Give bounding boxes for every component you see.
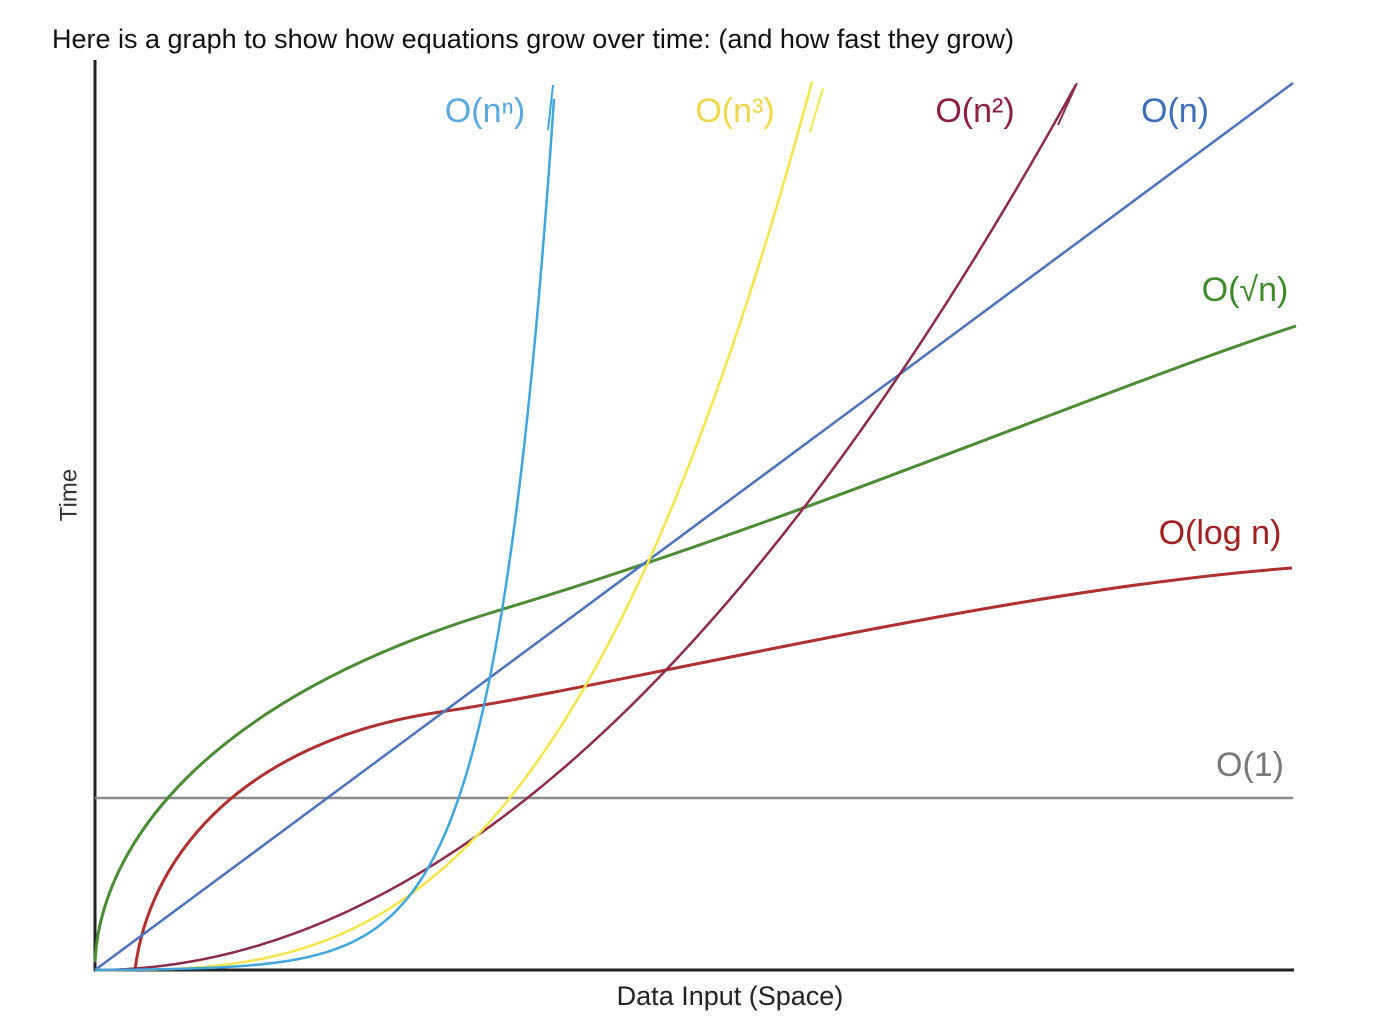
title: Here is a graph to show how equations gr…: [52, 24, 1014, 54]
curve-label: O(n²): [935, 92, 1014, 130]
curve-linear: [94, 81, 1294, 972]
curve-cubic: [95, 81, 814, 972]
curve-log: [133, 566, 1293, 971]
y-axis-label: Time: [55, 469, 82, 521]
curve-quadratic: [95, 83, 1078, 972]
curve-sqrt: [93, 324, 1297, 963]
curve-label: O(n³): [695, 92, 774, 130]
label-tick: [547, 84, 554, 131]
x-axis-label: Data Input (Space): [617, 981, 844, 1011]
label-tick: [809, 87, 824, 133]
curve-label: O(n): [1141, 92, 1209, 130]
label-tick: [1057, 82, 1078, 126]
curve-label: O(nⁿ): [445, 92, 525, 130]
curve-label: O(1): [1216, 746, 1284, 784]
curve-exponential: [95, 98, 556, 972]
curve-label: O(√n): [1202, 271, 1289, 309]
curve-label: O(log n): [1159, 514, 1282, 552]
